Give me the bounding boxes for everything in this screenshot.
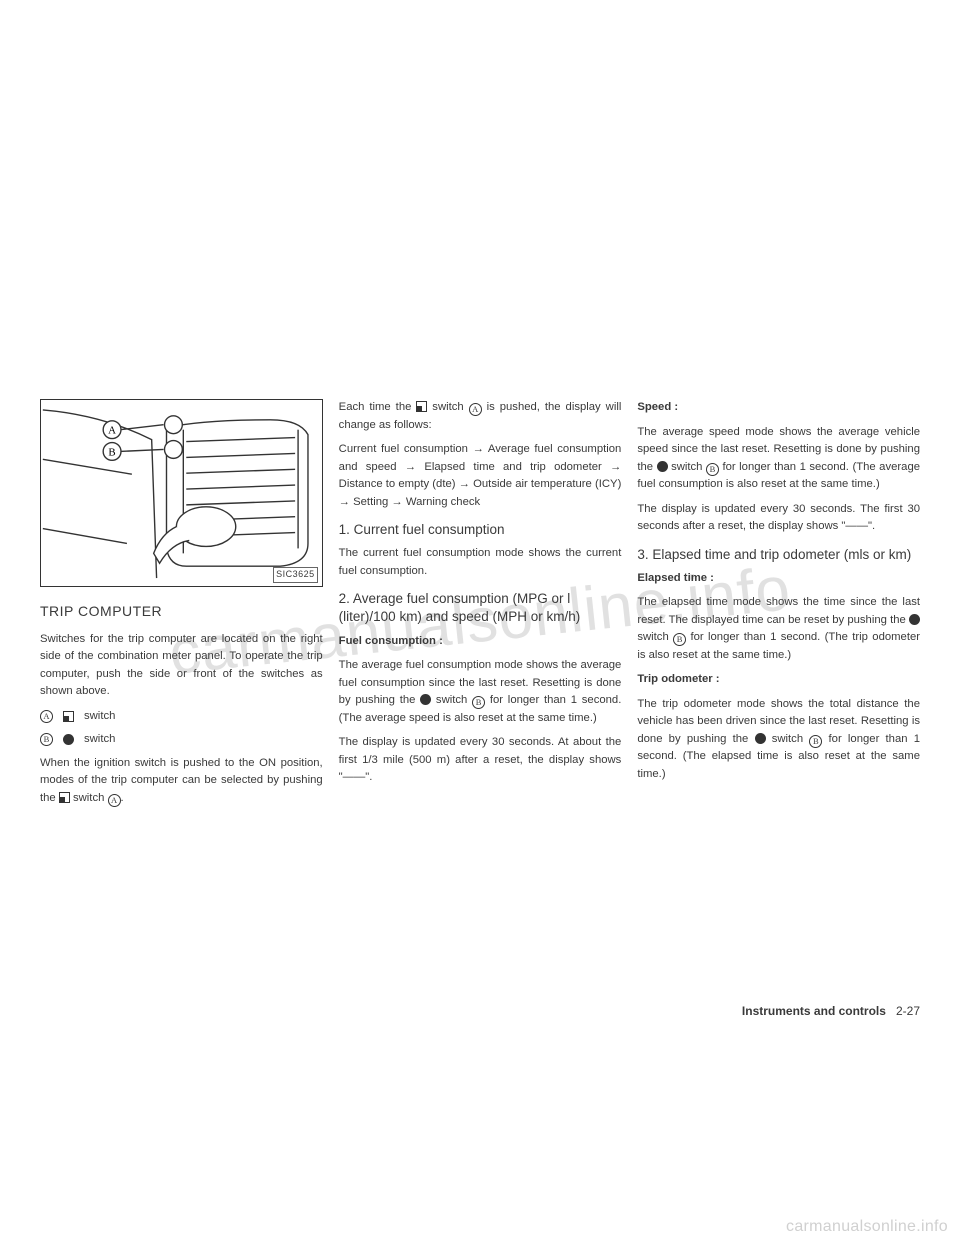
dot-switch-icon <box>909 614 920 625</box>
elapsed-paragraph: The elapsed time mode shows the time sin… <box>637 594 920 664</box>
cycle-list: Current fuel consumption → Average fuel … <box>339 441 622 511</box>
letter-a-icon: A <box>469 403 482 416</box>
square-switch-icon <box>59 792 70 803</box>
footer-section: Instruments and controls <box>742 1004 886 1018</box>
mode-select-paragraph: When the ignition switch is pushed to th… <box>40 755 323 808</box>
square-switch-icon <box>63 711 74 722</box>
avg-fuel-update-paragraph: The display is updated every 30 seconds.… <box>339 734 622 787</box>
letter-b-icon: B <box>706 463 719 476</box>
heading-elapsed-odometer: 3. Elapsed time and trip odometer (mls o… <box>637 546 920 564</box>
subhead-fuel-consumption: Fuel consumption : <box>339 633 622 651</box>
column-3: Speed : The average speed mode shows the… <box>637 399 920 1019</box>
svg-text:A: A <box>108 425 116 437</box>
intro-paragraph: Switches for the trip computer are locat… <box>40 631 323 701</box>
legend-a: A switch <box>40 708 323 726</box>
legend-b: B switch <box>40 731 323 749</box>
legend-b-text: switch <box>84 731 115 749</box>
dot-switch-icon <box>420 694 431 705</box>
current-fuel-paragraph: The current fuel consumption mode shows … <box>339 545 622 580</box>
letter-a-icon: A <box>108 794 121 807</box>
speed-paragraph: The average speed mode shows the average… <box>637 424 920 494</box>
heading-trip-computer: TRIP COMPUTER <box>40 601 323 623</box>
page-footer: Instruments and controls 2-27 <box>742 1004 920 1018</box>
trip-odometer-paragraph: The trip odometer mode shows the total d… <box>637 696 920 784</box>
dot-switch-icon <box>63 734 74 745</box>
dot-switch-icon <box>657 461 668 472</box>
square-switch-icon <box>416 401 427 412</box>
dot-switch-icon <box>755 733 766 744</box>
cycle-paragraph: Each time the switch A is pushed, the di… <box>339 399 622 434</box>
letter-b-icon: B <box>40 733 53 746</box>
legend-a-text: switch <box>84 708 115 726</box>
speed-update-paragraph: The display is updated every 30 seconds.… <box>637 501 920 536</box>
letter-b-icon: B <box>472 696 485 709</box>
column-1: A B SIC3625 TRIP COMPUTER Switches for t… <box>40 399 323 1019</box>
subhead-trip-odometer: Trip odometer : <box>637 671 920 689</box>
figure-code: SIC3625 <box>273 567 318 583</box>
column-2: Each time the switch A is pushed, the di… <box>339 399 622 1019</box>
svg-text:B: B <box>108 446 115 458</box>
bottom-url: carmanualsonline.info <box>786 1218 948 1236</box>
page-content: A B SIC3625 TRIP COMPUTER Switches for t… <box>40 399 920 1019</box>
letter-b-icon: B <box>809 735 822 748</box>
heading-avg-fuel: 2. Average fuel consumption (MPG or l (l… <box>339 590 622 626</box>
avg-fuel-paragraph: The average fuel consumption mode shows … <box>339 657 622 727</box>
letter-b-icon: B <box>673 633 686 646</box>
heading-current-fuel: 1. Current fuel consumption <box>339 521 622 539</box>
dashboard-illustration: A B <box>41 400 322 586</box>
subhead-speed: Speed : <box>637 399 920 417</box>
subhead-elapsed: Elapsed time : <box>637 570 920 588</box>
trip-computer-figure: A B SIC3625 <box>40 399 323 587</box>
letter-a-icon: A <box>40 710 53 723</box>
footer-page: 2-27 <box>896 1004 920 1018</box>
